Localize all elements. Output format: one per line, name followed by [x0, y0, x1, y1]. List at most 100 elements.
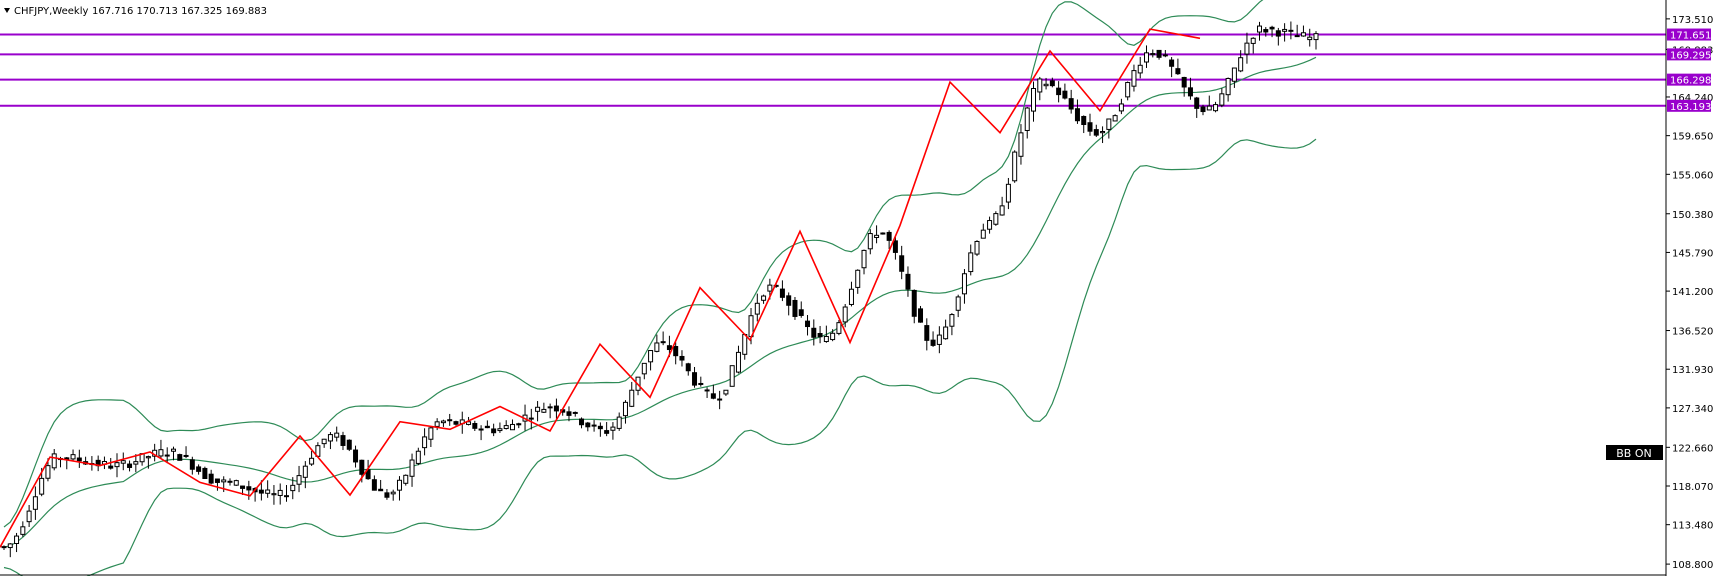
- candle-body: [987, 220, 993, 230]
- candle-body: [767, 284, 773, 292]
- candle-body: [497, 428, 503, 432]
- candle-body: [811, 327, 817, 338]
- candle-body: [447, 419, 453, 422]
- candle-body: [491, 428, 497, 434]
- candle-body: [1125, 82, 1131, 98]
- candle-body: [1282, 28, 1288, 32]
- candle-body: [754, 302, 760, 315]
- candle-body: [892, 240, 898, 253]
- candle-body: [1169, 59, 1175, 67]
- candle-body: [974, 240, 980, 255]
- candle-body: [472, 423, 478, 429]
- horizontal-levels: [0, 33, 1666, 107]
- candle-body: [39, 477, 45, 495]
- candle-body: [20, 526, 26, 535]
- candle-body: [861, 249, 867, 269]
- candle-body: [1206, 105, 1212, 111]
- candle-body: [817, 333, 823, 338]
- candle-body: [1106, 118, 1112, 130]
- candle-body: [823, 335, 829, 343]
- candle-body: [1037, 78, 1043, 93]
- candle-body: [673, 346, 679, 357]
- y-tick-label: 145.790: [1672, 248, 1713, 259]
- candle-body: [309, 457, 315, 465]
- bb-badge-background: [1606, 445, 1663, 460]
- candle-body: [1118, 103, 1124, 112]
- candle-body: [547, 406, 553, 409]
- candle-body: [710, 393, 716, 399]
- candle-body: [936, 334, 942, 345]
- candle-body: [466, 421, 472, 425]
- candle-body: [692, 372, 698, 386]
- candle-body: [855, 269, 861, 288]
- candle-body: [729, 365, 735, 387]
- zigzag-line: [0, 28, 1201, 548]
- candle-body: [202, 467, 208, 480]
- candle-body: [610, 426, 616, 431]
- candle-body: [779, 288, 785, 298]
- candle-body: [378, 488, 384, 492]
- level-label: 171.651: [1670, 31, 1711, 42]
- y-tick-label: 155.060: [1672, 170, 1713, 181]
- candle-body: [403, 474, 409, 484]
- candle-body: [949, 314, 955, 327]
- candle-body: [1156, 49, 1162, 58]
- y-tick-label: 131.930: [1672, 365, 1713, 376]
- candle-body: [208, 473, 214, 484]
- symbol-timeframe: CHFJPY,Weekly: [14, 6, 88, 17]
- candle-body: [127, 463, 133, 468]
- candle-body: [76, 457, 82, 462]
- candle-body: [1131, 70, 1137, 87]
- candle-body: [1250, 37, 1256, 44]
- candle-body: [1313, 33, 1319, 41]
- candle-body: [346, 439, 352, 450]
- candle-body: [798, 309, 804, 316]
- candle-body: [409, 459, 415, 477]
- candle-body: [1144, 52, 1150, 63]
- candle-body: [177, 454, 183, 461]
- collapse-triangle-icon[interactable]: [4, 8, 10, 13]
- candle-body: [321, 438, 327, 445]
- candle-body: [484, 425, 490, 429]
- candle-body: [1012, 151, 1018, 182]
- candle-body: [604, 430, 610, 434]
- candle-body: [591, 424, 597, 427]
- candle-body: [70, 454, 76, 460]
- y-tick-label: 159.650: [1672, 132, 1713, 143]
- candle-body: [353, 449, 359, 463]
- y-tick-label: 141.200: [1672, 287, 1713, 298]
- y-tick-label: 164.240: [1672, 93, 1713, 104]
- candle-body: [240, 485, 246, 489]
- candle-body: [616, 416, 622, 429]
- y-tick-label: 108.800: [1672, 560, 1713, 571]
- candle-body: [899, 255, 905, 272]
- y-tick-label: 122.660: [1672, 443, 1713, 454]
- candle-body: [277, 489, 283, 496]
- candle-body: [51, 453, 57, 469]
- candle-body: [943, 326, 949, 340]
- candle-body: [227, 480, 233, 483]
- candle-body: [1257, 25, 1263, 33]
- candle-body: [1100, 131, 1106, 134]
- candle-body: [7, 543, 13, 549]
- y-tick-label: 113.480: [1672, 521, 1713, 532]
- zigzag-path: [0, 28, 1201, 548]
- candle-body: [660, 341, 666, 344]
- candle-body: [422, 436, 428, 449]
- level-label-bg: [1667, 99, 1711, 112]
- candle-body: [133, 461, 139, 465]
- candle-body: [1087, 122, 1093, 132]
- candle-body: [1181, 76, 1187, 88]
- candle-body: [1093, 129, 1099, 136]
- candle-body: [233, 480, 239, 486]
- candle-body: [848, 288, 854, 305]
- candle-body: [1112, 115, 1118, 122]
- candle-body: [1288, 29, 1294, 32]
- candle-body: [26, 510, 32, 523]
- bb-badge[interactable]: BB ON: [1606, 445, 1663, 460]
- candle-body: [541, 408, 547, 413]
- candle-body: [553, 405, 559, 412]
- candle-body: [648, 350, 654, 363]
